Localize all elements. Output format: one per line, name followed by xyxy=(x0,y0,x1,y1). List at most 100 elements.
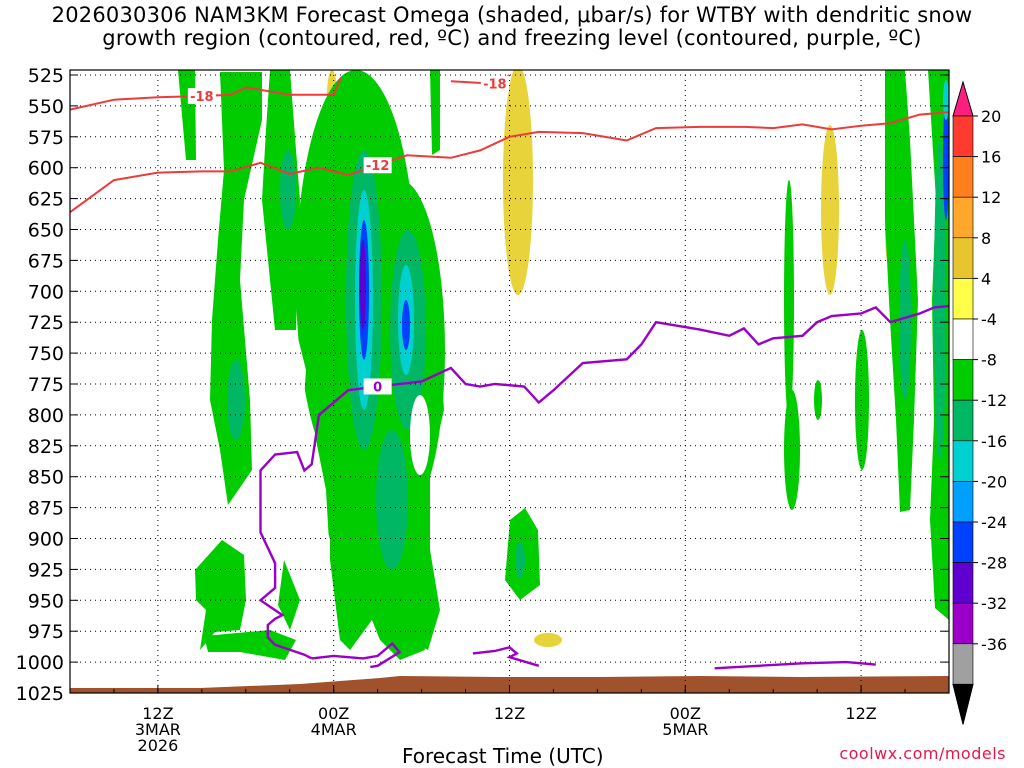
chart-title: 2026030306 NAM3KM Forecast Omega (shaded… xyxy=(0,4,1024,50)
y-tick-label: 550 xyxy=(28,96,64,118)
x-axis-title: Forecast Time (UTC) xyxy=(402,744,604,768)
contour-label-bg xyxy=(363,157,392,174)
colorbar-label: 4 xyxy=(981,269,991,288)
x-tick-label: 12Z xyxy=(845,704,876,723)
contour-line xyxy=(258,304,950,660)
y-tick-label: 950 xyxy=(28,590,64,612)
colorbar-swatch xyxy=(952,399,974,442)
omega-blob xyxy=(227,360,245,440)
terrain-ground xyxy=(70,676,949,693)
colorbar-label: -32 xyxy=(981,594,1007,613)
omega-blob xyxy=(534,633,562,647)
site-credit: coolwx.com/models xyxy=(839,744,1006,763)
contour-line xyxy=(714,660,876,670)
omega-blob xyxy=(376,430,408,570)
colorbar-swatch xyxy=(952,521,974,563)
y-tick-label: 1000 xyxy=(16,652,64,674)
omega-gap xyxy=(275,330,306,470)
colorbar-label: -36 xyxy=(981,635,1007,654)
colorbar-label: -20 xyxy=(981,472,1007,491)
colorbar-cap xyxy=(952,80,974,117)
y-tick-label: 975 xyxy=(28,621,64,643)
omega-blob xyxy=(278,560,300,630)
omega-blob xyxy=(360,240,366,330)
colorbar-label: 12 xyxy=(981,188,1001,207)
contour-line xyxy=(69,77,342,111)
y-tick-label: 575 xyxy=(28,127,64,149)
omega-blob xyxy=(943,100,949,220)
contour-line xyxy=(311,641,402,669)
x-tick-label: 00Z xyxy=(670,704,701,723)
colorbar-swatch xyxy=(952,278,974,320)
y-tick-label: 825 xyxy=(28,436,64,458)
y-tick-label: 875 xyxy=(28,498,64,520)
colorbar-swatch xyxy=(952,562,974,604)
omega-blob xyxy=(204,630,296,660)
omega-blob xyxy=(855,330,869,470)
colorbar-cap xyxy=(952,683,974,725)
colorbar-label: 8 xyxy=(981,229,991,248)
y-tick-label: 700 xyxy=(28,281,64,303)
y-tick-label: 900 xyxy=(28,529,64,551)
colorbar-swatch xyxy=(952,237,974,279)
colorbar: 20 16 12 8 4 -4 -8 -12 -16 -20 -24 -28 -32 -36 xyxy=(952,80,1007,725)
omega-gap xyxy=(410,395,430,475)
dgz-contours: -18 -18 -12 xyxy=(69,74,950,214)
colorbar-label: -28 xyxy=(981,554,1007,573)
colorbar-label: -8 xyxy=(981,351,997,370)
contour-line xyxy=(472,645,540,667)
omega-blob xyxy=(405,550,440,650)
colorbar-label: -24 xyxy=(981,513,1007,532)
x-tick-label: 12Z xyxy=(494,704,525,723)
y-tick-label: 1025 xyxy=(16,683,64,705)
contour-label-bg xyxy=(363,378,392,395)
y-tick-label: 600 xyxy=(28,158,64,180)
omega-blob xyxy=(195,540,246,650)
colorbar-label: 16 xyxy=(981,148,1001,167)
colorbar-swatch xyxy=(952,115,974,157)
y-tick-label: 675 xyxy=(28,250,64,272)
y-tick-label: 750 xyxy=(28,343,64,365)
contour-label-bg xyxy=(480,75,509,92)
omega-blob xyxy=(503,70,533,295)
contour-label: 0 xyxy=(373,380,382,395)
freezing-level-contours: 0 xyxy=(258,304,950,670)
colorbar-swatch xyxy=(952,196,974,239)
x-tick-label: 3MAR xyxy=(135,720,181,739)
y-tick-label: 800 xyxy=(28,405,64,427)
grid xyxy=(70,74,949,694)
omega-blob xyxy=(402,300,410,350)
contour-line xyxy=(69,111,950,214)
colorbar-label: 20 xyxy=(981,107,1001,126)
x-tick-label: 2026 xyxy=(138,736,179,755)
omega-blob xyxy=(814,380,822,420)
colorbar-swatch xyxy=(952,318,974,360)
omega-blob xyxy=(934,140,946,460)
colorbar-label: -12 xyxy=(981,391,1007,410)
y-tick-label: 925 xyxy=(28,559,64,581)
y-tick-label: 650 xyxy=(28,220,64,242)
omega-blob xyxy=(784,180,794,420)
y-tick-label: 775 xyxy=(28,374,64,396)
colorbar-label: -16 xyxy=(981,432,1007,451)
colorbar-swatch xyxy=(952,156,974,198)
omega-blob xyxy=(821,125,839,295)
colorbar-swatch xyxy=(952,359,974,401)
contour-label: -18 xyxy=(190,90,214,105)
contour-label: -18 xyxy=(483,78,507,93)
colorbar-swatch xyxy=(952,643,974,685)
contour-label-bg xyxy=(187,88,216,105)
x-tick-label: 12Z xyxy=(142,704,173,723)
x-tick-label: 4MAR xyxy=(311,720,357,739)
colorbar-swatch xyxy=(952,440,974,482)
contour-label: -12 xyxy=(366,159,390,174)
title-line-2: growth region (contoured, red, ºC) and f… xyxy=(102,26,922,50)
y-axis: 525 550 575 600 625 650 675 700 725 750 775 800 825 8… xyxy=(16,65,949,705)
omega-cores xyxy=(355,80,949,410)
colorbar-label: -4 xyxy=(981,310,997,329)
y-tick-label: 725 xyxy=(28,312,64,334)
omega-blob xyxy=(178,70,196,160)
omega-blob xyxy=(784,390,800,510)
x-tick-label: 5MAR xyxy=(662,720,708,739)
